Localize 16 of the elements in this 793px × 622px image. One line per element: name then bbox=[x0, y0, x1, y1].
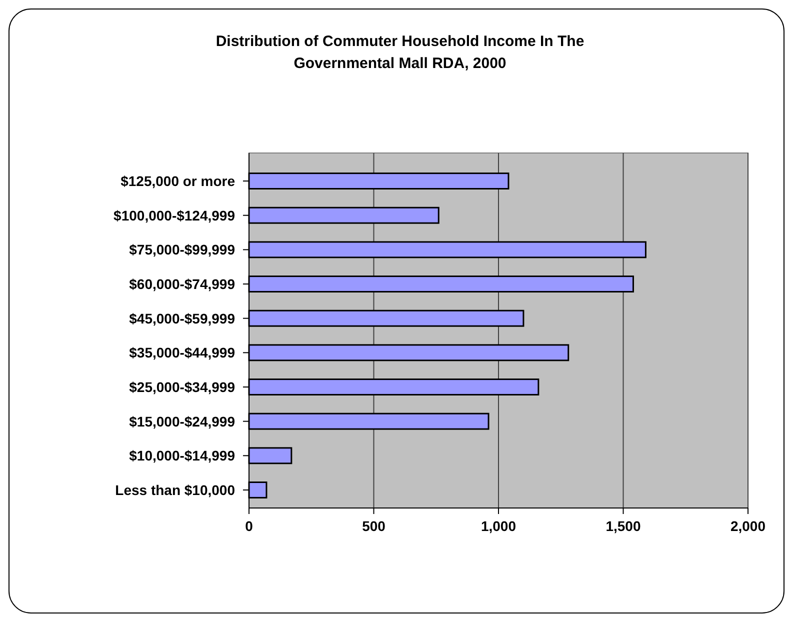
chart-title: Distribution of Commuter Household Income In The Governmental Mall RDA, 2000 bbox=[216, 33, 584, 72]
y-tick-label: $35,000-$44,999 bbox=[129, 344, 236, 361]
x-tick-label: 1,000 bbox=[480, 518, 516, 534]
y-tick-label: $100,000-$124,999 bbox=[114, 207, 236, 224]
x-tick-label: 0 bbox=[245, 518, 254, 534]
y-tick-label: Less than $10,000 bbox=[115, 482, 236, 498]
x-tick-label: 2,000 bbox=[730, 518, 766, 534]
y-tick-label: $60,000-$74,999 bbox=[129, 276, 236, 292]
y-tick-label: $45,000-$59,999 bbox=[129, 310, 236, 326]
y-tick-label: $75,000-$99,999 bbox=[129, 242, 236, 258]
y-tick-label: $15,000-$24,999 bbox=[129, 413, 236, 430]
y-tick-label: $25,000-$34,999 bbox=[129, 378, 236, 395]
y-tick-label: $125,000 or more bbox=[120, 173, 236, 190]
x-tick-label: 1,500 bbox=[606, 518, 641, 534]
y-tick-label: $10,000-$14,999 bbox=[129, 448, 236, 464]
x-tick-label: 500 bbox=[362, 518, 386, 534]
